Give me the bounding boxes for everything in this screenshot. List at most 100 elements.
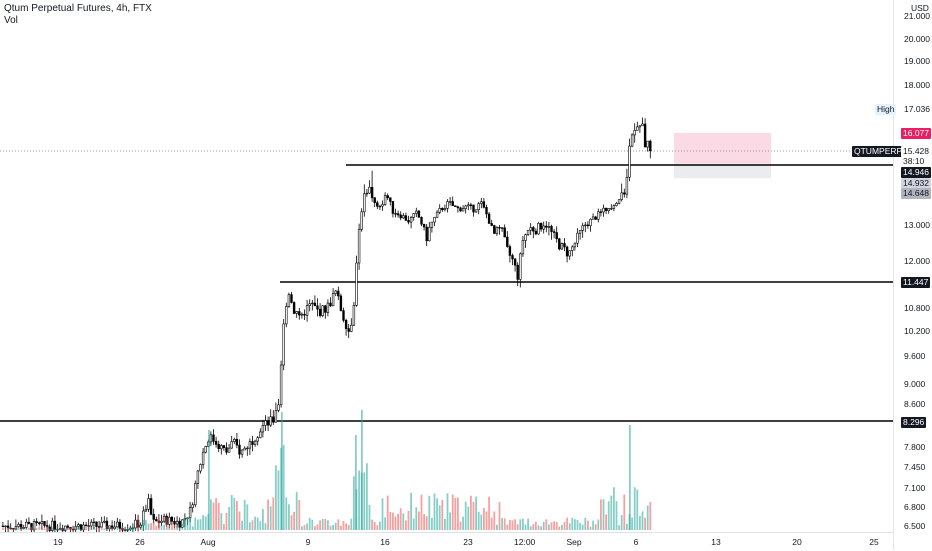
volume-bar — [480, 514, 483, 530]
volume-bar — [243, 499, 246, 530]
candle-body — [220, 445, 223, 450]
volume-bar — [501, 518, 503, 530]
volume-bar — [402, 513, 405, 530]
candle-body — [38, 522, 41, 524]
candle-body — [537, 222, 540, 235]
candle-body — [287, 294, 291, 307]
candle-body — [347, 328, 350, 332]
candle-body — [646, 140, 649, 148]
volume-bar — [256, 517, 259, 530]
candle-body — [506, 236, 509, 247]
candle-body — [464, 205, 467, 209]
volume-bar — [477, 511, 480, 530]
volume-bar — [496, 524, 498, 530]
volume-bar — [431, 517, 433, 530]
volume-bar — [74, 526, 77, 530]
candle-body — [318, 308, 322, 316]
price-tick-label: 7.450 — [904, 462, 926, 472]
volume-indicator-label[interactable]: Vol — [4, 15, 18, 26]
candle-body — [298, 311, 301, 316]
volume-bar — [262, 509, 264, 530]
volume-bar — [111, 527, 113, 530]
volume-bar — [524, 524, 527, 530]
volume-bar — [100, 527, 103, 530]
price-tick-label: 7.100 — [904, 483, 926, 493]
volume-bar — [542, 521, 545, 530]
candle-body — [144, 509, 148, 512]
candle-body — [420, 216, 423, 225]
volume-bar — [38, 526, 41, 530]
candle-body — [196, 470, 200, 484]
volume-bar — [254, 516, 256, 530]
time-axis[interactable]: 19 26 Aug 9 16 23 12:00 Sep 6 13 20 25 — [0, 532, 893, 551]
volume-bar — [85, 527, 87, 530]
volume-bar — [7, 527, 9, 530]
volume-bar — [168, 526, 171, 530]
volume-bar — [470, 495, 472, 530]
candle-body — [100, 521, 103, 528]
candle-body — [404, 215, 408, 221]
volume-bar — [282, 445, 285, 530]
price-tick-label: 6.800 — [904, 502, 926, 512]
candle-body — [326, 302, 330, 313]
price-tick-label: 10.200 — [904, 326, 930, 336]
candle-body — [649, 140, 652, 152]
candle-body — [490, 223, 493, 226]
last-price-tag: 15.428 — [901, 146, 931, 157]
price-tick-label: 9.000 — [904, 379, 926, 389]
volume-bar — [620, 515, 623, 530]
candle-body — [233, 439, 236, 442]
candle-body — [269, 416, 272, 426]
volume-bar — [493, 511, 496, 530]
volume-bar — [631, 517, 633, 530]
candle-body — [339, 295, 343, 311]
candle-body — [248, 441, 252, 449]
symbol-title[interactable]: Qtum Perpetual Futures, 4h, FTX — [4, 3, 152, 14]
candle-body — [477, 203, 480, 211]
volume-bar — [246, 504, 249, 530]
candle-body — [519, 253, 522, 280]
candle-body — [578, 230, 582, 234]
volume-bar — [2, 527, 4, 530]
candle-body — [334, 290, 337, 294]
time-tick-label: 9 — [305, 537, 311, 547]
candle-body — [391, 201, 395, 214]
price-axis[interactable]: USD 21.000 20.000 19.000 18.000 13.000 12.000… — [893, 0, 932, 550]
candle-body — [204, 446, 207, 453]
volume-bar — [418, 511, 420, 530]
candle-body — [147, 498, 150, 510]
price-chart[interactable] — [0, 0, 893, 532]
volume-bar — [82, 526, 85, 530]
volume-bar — [376, 525, 379, 530]
chart-pane[interactable]: Qtum Perpetual Futures, 4h, FTX Vol — [0, 0, 893, 532]
volume-bar — [389, 511, 392, 530]
candle-body — [552, 231, 556, 233]
volume-bar — [511, 520, 514, 530]
candle-body — [402, 215, 405, 219]
candle-body — [363, 193, 366, 213]
volume-bar — [618, 525, 620, 530]
candle-body — [516, 264, 519, 280]
volume-bar — [405, 520, 407, 530]
candle-body — [612, 205, 616, 209]
volume-bar — [459, 521, 462, 530]
candle-body — [628, 145, 631, 178]
volume-bar — [644, 517, 646, 530]
volume-bar — [629, 425, 631, 530]
volume-bar — [519, 519, 522, 530]
volume-bar — [324, 518, 327, 530]
volume-bar — [321, 519, 324, 530]
candle-body — [610, 208, 613, 210]
volume-bar — [217, 502, 220, 530]
volume-bar — [228, 507, 230, 530]
candle-body — [256, 437, 259, 442]
volume-bar — [275, 465, 277, 530]
candle-body — [643, 123, 647, 148]
candle-body — [308, 303, 311, 306]
candle-body — [560, 243, 564, 250]
volume-bar — [381, 498, 384, 530]
volume-bar — [33, 527, 35, 530]
level-tag-2: 14.932 — [901, 178, 931, 189]
candle-body — [342, 310, 345, 321]
candle-body — [480, 201, 483, 204]
